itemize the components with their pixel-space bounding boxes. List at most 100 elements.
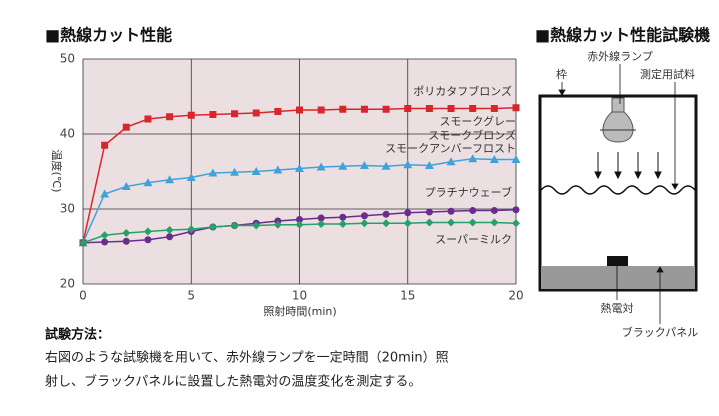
marker <box>382 105 390 113</box>
x-tick-label: 15 <box>400 289 415 303</box>
marker <box>404 209 412 217</box>
marker <box>317 220 326 228</box>
marker <box>447 218 456 227</box>
marker <box>143 227 152 236</box>
marker <box>468 218 477 227</box>
series-label: ポリカタフブロンズ <box>413 84 512 98</box>
sample-label: 測定用試料 <box>640 67 695 81</box>
marker <box>143 178 153 187</box>
marker <box>511 155 521 163</box>
marker <box>447 207 455 215</box>
marker <box>230 221 239 230</box>
y-tick-label: 20 <box>60 277 75 291</box>
x-tick-label: 5 <box>187 289 195 303</box>
marker <box>166 233 174 241</box>
chart-title: ■熱線カット性能 <box>45 26 172 45</box>
marker <box>144 115 152 123</box>
method-heading: 試験方法： <box>45 327 110 343</box>
marker <box>425 218 434 227</box>
marker <box>381 161 391 170</box>
marker <box>122 123 130 131</box>
marker <box>468 154 478 163</box>
marker <box>403 219 412 228</box>
marker <box>425 208 433 216</box>
marker <box>208 223 217 231</box>
marker <box>165 226 174 234</box>
black-panel <box>541 266 695 289</box>
marker <box>490 218 499 227</box>
marker <box>490 105 498 112</box>
marker <box>252 109 260 117</box>
marker <box>273 220 282 229</box>
marker <box>296 216 303 223</box>
series-label: スモークブロンズ <box>428 128 516 142</box>
x-tick-label: 10 <box>292 289 307 303</box>
y-tick-label: 40 <box>60 127 75 141</box>
thermocouple <box>607 256 628 266</box>
marker <box>512 219 520 228</box>
marker <box>295 164 304 172</box>
frame-label: 枠 <box>556 67 567 81</box>
method-line: 右図のような試験機を用いて、赤外線ランプを一定時間（20min）照 <box>45 350 449 366</box>
marker <box>100 189 110 198</box>
lamp-bulb <box>602 111 634 143</box>
marker <box>360 212 368 220</box>
marker <box>339 213 347 221</box>
marker <box>208 168 218 177</box>
sample-wave <box>540 185 696 195</box>
marker <box>425 105 433 112</box>
marker <box>424 161 434 169</box>
leaders <box>558 64 679 324</box>
marker <box>446 157 456 166</box>
test-diagram: ■熱線カット性能試験機 枠 赤外線ランプ 測定用試料 熱電対 ブラックパネル <box>535 26 710 340</box>
marker <box>122 237 130 245</box>
marker <box>252 221 261 230</box>
series-label: スーパーミルク <box>435 233 512 246</box>
y-tick-label: 30 <box>60 202 75 216</box>
marker <box>100 231 109 240</box>
marker <box>360 105 368 113</box>
marker <box>144 236 152 244</box>
marker <box>338 161 348 170</box>
marker <box>101 141 109 149</box>
diagram-title: ■熱線カット性能試験機 <box>535 26 710 45</box>
marker <box>317 106 325 114</box>
marker <box>165 175 175 184</box>
lamp-base <box>611 97 625 113</box>
marker <box>187 111 195 119</box>
marker <box>339 105 347 113</box>
marker <box>79 238 87 247</box>
marker <box>122 229 131 237</box>
marker <box>295 220 304 229</box>
marker <box>469 207 477 214</box>
marker <box>489 155 499 163</box>
series-label: スモークアンバーフロスト <box>385 142 516 155</box>
method-line: 射し、ブラックパネルに設置した熱電対の温度変化を測定する。 <box>45 374 421 390</box>
marker <box>447 105 455 112</box>
marker <box>382 219 391 228</box>
marker <box>359 161 369 169</box>
thermocouple-label: 熱電対 <box>601 301 634 315</box>
marker <box>231 110 239 118</box>
marker <box>187 225 196 234</box>
marker <box>101 238 109 246</box>
x-axis-label: 照射時間(min) <box>263 304 336 318</box>
marker <box>209 111 217 118</box>
marker <box>360 219 369 228</box>
marker <box>251 167 261 175</box>
panel-label: ブラックパネル <box>622 325 698 339</box>
marker <box>230 167 240 176</box>
marker <box>512 206 520 214</box>
marker <box>274 108 282 115</box>
frame <box>538 94 698 292</box>
marker <box>490 207 498 214</box>
x-tick-label: 0 <box>79 289 87 303</box>
y-tick-label: 50 <box>60 52 75 66</box>
marker <box>512 104 520 112</box>
marker <box>296 106 303 114</box>
series-label: スモークグレー <box>439 114 516 128</box>
lamp-label: 赤外線ランプ <box>587 49 653 63</box>
marker <box>316 162 326 171</box>
marker <box>273 165 283 174</box>
